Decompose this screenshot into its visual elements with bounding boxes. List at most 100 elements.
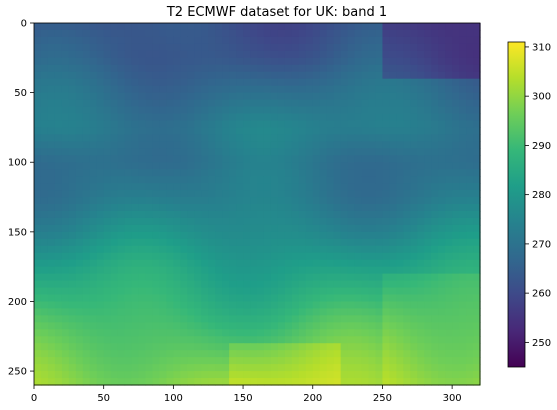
- heatmap-cell: [201, 294, 209, 303]
- heatmap-cell: [194, 120, 202, 129]
- heatmap-cell: [159, 134, 168, 142]
- heatmap-cell: [194, 280, 202, 289]
- heatmap-cell: [243, 364, 251, 372]
- heatmap-cell: [326, 217, 335, 226]
- heatmap-cell: [131, 106, 140, 115]
- heatmap-cell: [187, 280, 195, 289]
- heatmap-cell: [361, 350, 370, 358]
- heatmap-cell: [54, 294, 63, 303]
- heatmap-cell: [452, 190, 460, 198]
- heatmap-cell: [257, 294, 265, 303]
- heatmap-cell: [103, 23, 112, 31]
- heatmap-cell: [117, 127, 126, 135]
- heatmap-cell: [61, 50, 70, 59]
- heatmap-cell: [361, 176, 370, 184]
- heatmap-cell: [473, 183, 481, 191]
- heatmap-cell: [138, 190, 147, 198]
- heatmap-cell: [333, 245, 342, 254]
- heatmap-cell: [145, 343, 154, 351]
- heatmap-cell: [173, 148, 181, 156]
- heatmap-cell: [145, 329, 154, 337]
- heatmap-cell: [34, 190, 42, 198]
- heatmap-cell: [187, 36, 195, 45]
- heatmap-cell: [236, 113, 244, 122]
- heatmap-cell: [431, 50, 439, 59]
- heatmap-cell: [173, 120, 181, 129]
- heatmap-cell: [410, 378, 418, 386]
- heatmap-cell: [68, 78, 77, 87]
- heatmap-cell: [61, 371, 70, 379]
- heatmap-cell: [68, 183, 77, 191]
- heatmap-cell: [333, 294, 342, 303]
- heatmap-cell: [389, 36, 397, 45]
- heatmap-cell: [333, 238, 342, 247]
- heatmap-cell: [40, 23, 49, 31]
- heatmap-cell: [166, 224, 174, 233]
- heatmap-cell: [410, 329, 418, 337]
- heatmap-cell: [180, 259, 188, 268]
- heatmap-cell: [243, 294, 251, 303]
- heatmap-cell: [333, 78, 342, 87]
- heatmap-cell: [201, 322, 209, 330]
- heatmap-cell: [208, 99, 216, 108]
- heatmap-cell: [180, 36, 188, 45]
- heatmap-cell: [40, 64, 49, 73]
- heatmap-cell: [473, 350, 481, 358]
- heatmap-cell: [75, 273, 84, 282]
- heatmap-cell: [452, 78, 460, 87]
- heatmap-cell: [61, 378, 70, 386]
- heatmap-cell: [257, 259, 265, 268]
- heatmap-cell: [305, 336, 314, 344]
- heatmap-cell: [82, 273, 91, 282]
- heatmap-cell: [47, 43, 56, 52]
- heatmap-cell: [284, 190, 293, 198]
- heatmap-cell: [368, 148, 377, 156]
- heatmap-cell: [291, 92, 300, 101]
- heatmap-cell: [201, 183, 209, 191]
- heatmap-cell: [131, 50, 140, 59]
- heatmap-cell: [298, 57, 307, 66]
- heatmap-cell: [34, 85, 42, 94]
- heatmap-cell: [333, 280, 342, 289]
- heatmap-cell: [166, 197, 174, 205]
- heatmap-cell: [403, 50, 411, 59]
- heatmap-cell: [431, 364, 439, 372]
- heatmap-cell: [201, 36, 209, 45]
- heatmap-cell: [263, 134, 272, 142]
- heatmap-cell: [466, 64, 474, 73]
- heatmap-cell: [187, 308, 195, 316]
- heatmap-cell: [159, 280, 168, 289]
- heatmap-cell: [187, 252, 195, 261]
- heatmap-cell: [445, 183, 453, 191]
- heatmap-cell: [257, 224, 265, 233]
- heatmap-cell: [145, 127, 154, 135]
- heatmap-cell: [284, 287, 293, 296]
- heatmap-cell: [96, 176, 105, 184]
- heatmap-cell: [333, 343, 342, 351]
- heatmap-cell: [438, 378, 446, 386]
- heatmap-cell: [103, 176, 112, 184]
- heatmap-cell: [312, 350, 321, 358]
- heatmap-cell: [326, 343, 335, 351]
- heatmap-cell: [89, 190, 98, 198]
- heatmap-cell: [340, 162, 349, 170]
- heatmap-cell: [382, 190, 391, 198]
- heatmap-cell: [103, 301, 112, 310]
- heatmap-cell: [61, 357, 70, 365]
- heatmap-cell: [326, 308, 335, 316]
- heatmap-cell: [243, 197, 251, 205]
- heatmap-cell: [452, 176, 460, 184]
- heatmap-cell: [382, 148, 391, 156]
- heatmap-cell: [382, 106, 391, 115]
- heatmap-cell: [229, 301, 237, 310]
- heatmap-cell: [312, 204, 321, 212]
- heatmap-cell: [438, 336, 446, 344]
- colorbar-frame: [507, 41, 526, 368]
- heatmap-cell: [257, 71, 265, 80]
- heatmap-cell: [368, 224, 377, 233]
- heatmap-cell: [333, 322, 342, 330]
- heatmap-cell: [375, 120, 384, 129]
- heatmap-cell: [431, 308, 439, 316]
- heatmap-cell: [375, 92, 384, 101]
- heatmap-cell: [368, 71, 377, 80]
